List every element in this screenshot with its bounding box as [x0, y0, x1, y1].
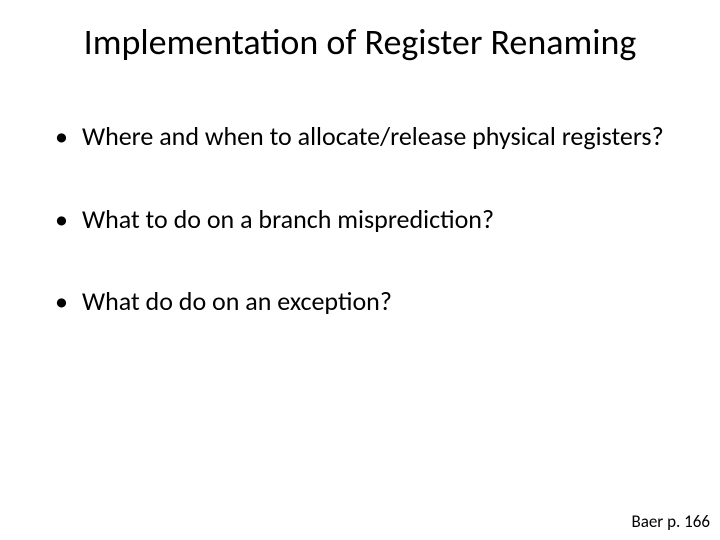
bullet-text: Where and when to allocate/release physi…	[82, 120, 664, 153]
bullet-item: • Where and when to allocate/release phy…	[55, 120, 675, 153]
bullet-item: • What do do on an exception?	[55, 285, 675, 318]
slide-content: • Where and when to allocate/release phy…	[55, 120, 675, 368]
bullet-item: • What to do on a branch misprediction?	[55, 203, 675, 236]
slide: Implementation of Register Renaming • Wh…	[0, 0, 720, 540]
slide-title: Implementation of Register Renaming	[0, 20, 720, 64]
slide-footer: Baer p. 166	[631, 511, 710, 532]
bullet-marker-icon: •	[55, 120, 68, 153]
bullet-marker-icon: •	[55, 203, 68, 236]
bullet-text: What to do on a branch misprediction?	[82, 203, 494, 236]
bullet-marker-icon: •	[55, 285, 68, 318]
bullet-text: What do do on an exception?	[82, 285, 392, 318]
